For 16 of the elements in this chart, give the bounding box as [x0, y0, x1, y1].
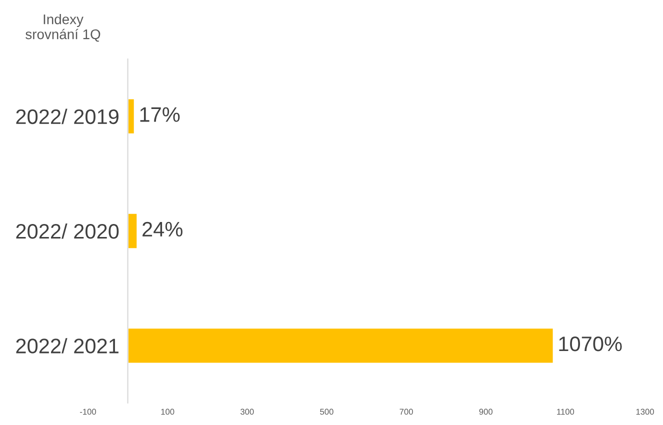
- x-tick-label: 1100: [557, 408, 574, 415]
- data-label: 1070%: [559, 336, 622, 352]
- x-tick-label: 100: [161, 408, 174, 415]
- bar: [127, 327, 554, 364]
- y-tick-label: 2022/ 2020: [16, 223, 119, 239]
- data-label: 17%: [140, 107, 180, 122]
- x-tick-label: 500: [320, 408, 334, 415]
- x-tick-label: 700: [400, 408, 413, 415]
- y-tick-label: 2022/ 2019: [16, 108, 118, 124]
- x-tick-label: 900: [479, 408, 492, 415]
- x-tick-label: 1300: [636, 408, 654, 415]
- x-tick-label: 300: [240, 408, 254, 415]
- data-label: 24%: [142, 222, 182, 237]
- x-tick-label: -100: [80, 408, 96, 415]
- y-tick-label: 2022/ 2021: [16, 338, 118, 354]
- chart-title: Indexy srovnání 1Q: [26, 14, 100, 42]
